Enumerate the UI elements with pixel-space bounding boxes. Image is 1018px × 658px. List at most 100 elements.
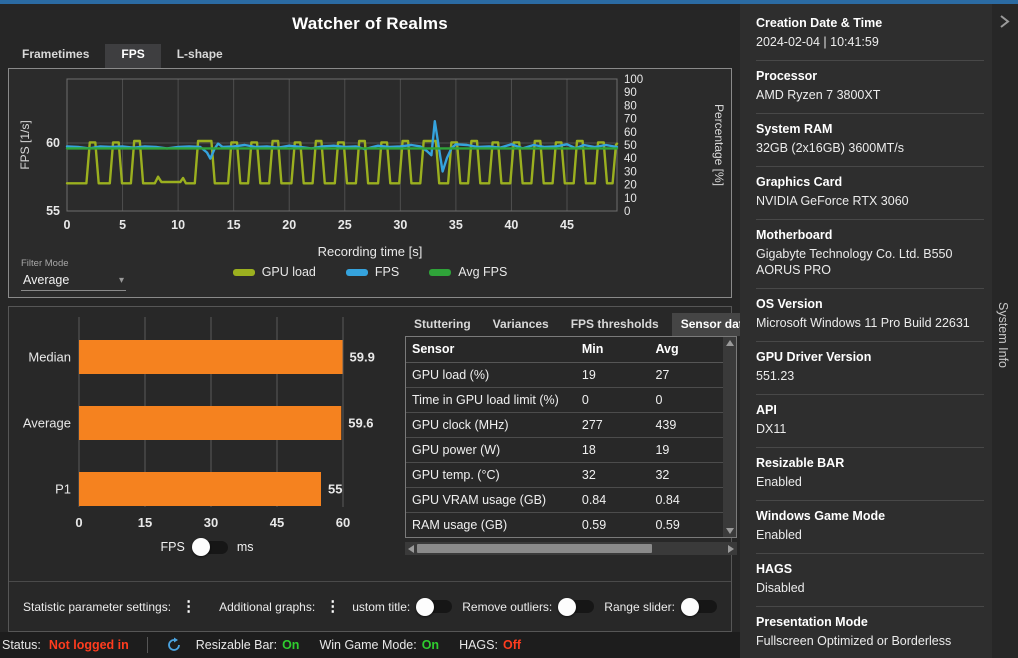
svg-text:Average: Average xyxy=(23,416,71,431)
kebab-menu-icon[interactable]: ⋮ xyxy=(325,598,341,615)
table-row[interactable]: GPU power (W) 18 19 xyxy=(406,437,724,463)
scroll-right-icon[interactable] xyxy=(728,544,734,553)
chart-controls-row: Statistic parameter settings: ⋮ Addition… xyxy=(9,581,731,631)
hags-value: Off xyxy=(502,638,522,652)
tab-sensor-data[interactable]: Sensor data xyxy=(671,313,759,336)
custom-title-toggle[interactable] xyxy=(416,597,453,616)
page-title: Watcher of Realms xyxy=(292,14,448,33)
legend-item-gpu-load[interactable]: GPU load xyxy=(232,265,316,279)
table-cell: 0.84 xyxy=(649,487,724,513)
scroll-up-icon[interactable] xyxy=(725,340,734,346)
table-row[interactable]: Time in GPU load limit (%) 0 0 xyxy=(406,387,724,413)
table-row[interactable]: RAM usage (GB) 0.59 0.59 xyxy=(406,512,723,537)
svg-text:30: 30 xyxy=(624,166,637,178)
unit-ms-label: ms xyxy=(236,540,254,554)
svg-text:25: 25 xyxy=(338,218,352,232)
tab-l-shape[interactable]: L-shape xyxy=(176,47,223,61)
svg-text:55: 55 xyxy=(328,482,342,497)
toggle-knob xyxy=(681,597,699,616)
table-row[interactable]: GPU clock (MHz) 277 439 xyxy=(406,412,724,438)
refresh-icon[interactable] xyxy=(166,637,182,653)
column-header: Avg xyxy=(649,337,724,363)
statistics-panel: 0 15 30 45 60 Median 59.9 Average 59.6 P1 55 FPS m… xyxy=(8,306,759,632)
svg-text:60: 60 xyxy=(336,515,350,530)
side-rail: System Info xyxy=(992,4,1018,658)
table-row[interactable]: GPU load (%) 19 27 xyxy=(406,362,724,388)
table-cell: 0 xyxy=(649,387,724,413)
table-cell: RAM usage (GB) xyxy=(412,517,508,532)
table-cell: 277 xyxy=(575,412,650,438)
tab-frametimes[interactable]: Frametimes xyxy=(22,47,90,61)
statistics-tabs: Stuttering Variances FPS thresholds Sensor … xyxy=(405,313,759,336)
table-cell: 32 xyxy=(649,462,724,488)
system-info-rail-label[interactable]: System Info xyxy=(996,302,1010,368)
kebab-menu-icon[interactable]: ⋮ xyxy=(181,598,197,615)
divider xyxy=(146,637,148,653)
svg-text:45: 45 xyxy=(270,515,284,530)
toggle-knob xyxy=(558,597,577,616)
table-cell: GPU power (W) xyxy=(406,437,576,463)
table-cell: 439 xyxy=(649,412,724,438)
table-cell: Time in GPU load limit (%) xyxy=(406,387,576,413)
fps-line-chart[interactable]: 0 5 10 15 20 25 30 35 40 456055100908070605040302… xyxy=(9,71,731,239)
sysinfo-item-hags: HAGS Disabled xyxy=(756,554,984,607)
svg-text:15: 15 xyxy=(138,515,152,530)
sysinfo-item-graphics-card: Graphics Card NVIDIA GeForce RTX 3060 xyxy=(756,167,984,220)
login-status-value: Not logged in xyxy=(48,638,129,652)
tab-fps[interactable]: FPS xyxy=(105,44,161,68)
legend-item-fps[interactable]: FPS xyxy=(345,265,399,279)
table-row[interactable]: GPU temp. (°C) 32 32 xyxy=(406,462,724,488)
remove-outliers-toggle[interactable] xyxy=(558,597,595,616)
legend-swatch xyxy=(345,268,368,276)
sysinfo-title: Graphics Card xyxy=(756,174,843,189)
legend-swatch xyxy=(429,268,452,276)
window-accent-strip xyxy=(0,0,1018,4)
sysinfo-title: Presentation Mode xyxy=(756,614,868,629)
column-header: Min xyxy=(575,337,650,363)
svg-text:0: 0 xyxy=(64,218,71,232)
scroll-down-icon[interactable] xyxy=(725,528,734,534)
svg-text:20: 20 xyxy=(282,218,296,232)
svg-text:100: 100 xyxy=(624,74,643,86)
additional-graphs-label: Additional graphs: xyxy=(219,599,316,614)
vertical-scrollbar[interactable] xyxy=(723,337,736,537)
table-cell: 27 xyxy=(649,362,724,388)
sysinfo-title: API xyxy=(756,403,777,417)
sysinfo-title: System RAM xyxy=(756,121,833,136)
sysinfo-value: DX11 xyxy=(756,422,787,436)
range-slider-label: Range slider: xyxy=(604,599,675,614)
scroll-left-icon[interactable] xyxy=(408,544,414,553)
range-slider-toggle[interactable] xyxy=(681,597,717,616)
toggle-knob xyxy=(416,597,435,616)
table-row[interactable]: GPU VRAM usage (GB) 0.84 0.84 xyxy=(406,487,724,513)
unit-toggle-row: FPS ms xyxy=(13,538,401,556)
sysinfo-value: AMD Ryzen 7 3800XT xyxy=(756,87,881,102)
hags-label: HAGS: xyxy=(459,638,498,652)
legend-item-avg-fps[interactable]: Avg FPS xyxy=(429,265,507,279)
table-cell: GPU temp. (°C) xyxy=(406,462,576,488)
scrollbar-thumb[interactable] xyxy=(417,544,652,553)
sysinfo-value: Disabled xyxy=(756,580,805,595)
resizable-bar-label: Resizable Bar: xyxy=(195,638,278,652)
svg-text:P1: P1 xyxy=(55,482,71,497)
horizontal-scrollbar[interactable] xyxy=(405,542,737,555)
record-title-row: Watcher of Realms xyxy=(0,4,740,44)
chevron-down-icon: ▾ xyxy=(118,274,124,286)
svg-text:35: 35 xyxy=(449,218,463,232)
table-cell: 19 xyxy=(649,437,724,463)
svg-text:20: 20 xyxy=(624,180,637,192)
filter-mode-dropdown[interactable]: Filter Mode Average ▾ xyxy=(21,258,126,291)
legend-label: GPU load xyxy=(261,265,316,279)
tab-stuttering[interactable]: Stuttering xyxy=(414,317,471,331)
fps-ms-toggle[interactable] xyxy=(191,538,228,556)
tab-fps-thresholds[interactable]: FPS thresholds xyxy=(570,317,659,331)
tab-variances[interactable]: Variances xyxy=(492,317,549,331)
chevron-right-icon[interactable] xyxy=(999,14,1010,29)
legend-label: Avg FPS xyxy=(458,265,508,279)
sysinfo-item-motherboard: Motherboard Gigabyte Technology Co. Ltd. … xyxy=(756,220,984,290)
table-cell: 18 xyxy=(575,437,650,463)
sysinfo-title: GPU Driver Version xyxy=(756,350,872,365)
frametime-chart-panel: 0 5 10 15 20 25 30 35 40 45 60 55 100 90 80 70 60 50 40 30 2… xyxy=(8,68,732,298)
svg-text:Percentage [%]: Percentage [%] xyxy=(712,104,726,186)
sysinfo-value: Fullscreen Optimized or Borderless xyxy=(756,633,952,648)
